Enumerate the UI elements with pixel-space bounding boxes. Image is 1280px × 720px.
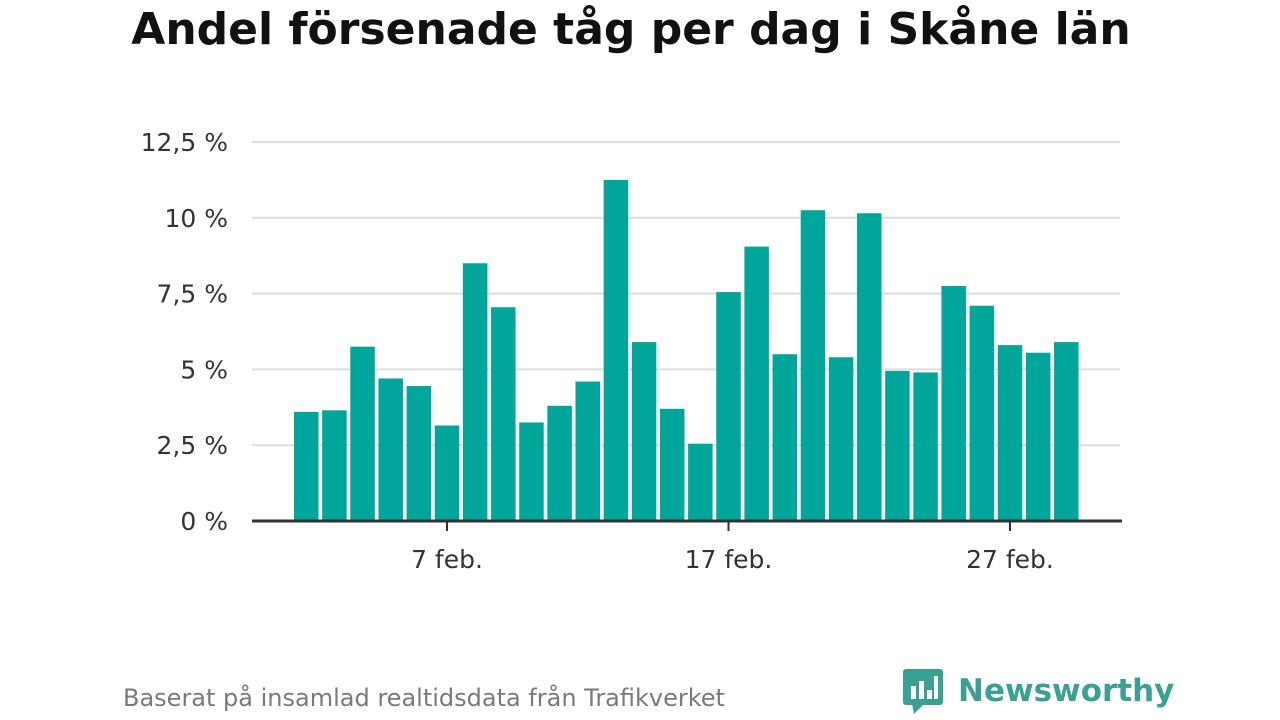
y-tick-label: 2,5 % [157,431,228,460]
bar [772,354,798,521]
bars [294,179,1079,521]
bar [350,346,375,521]
bar [491,307,516,521]
bar [322,410,347,521]
x-tick-label: 7 feb. [411,545,483,574]
bar [716,292,741,521]
bar [406,386,432,521]
bar [434,425,460,521]
chart-title: Andel försenade tåg per dag i Skåne län [131,4,1131,55]
bar [744,246,769,521]
x-tick-label: 17 feb. [685,545,773,574]
bar [913,372,938,521]
bar [800,210,826,521]
bar [997,345,1023,521]
bar [659,408,685,521]
y-tick-label: 12,5 % [141,128,228,157]
bar [631,342,657,521]
bar [828,357,854,521]
bar [885,370,910,521]
bar [603,179,629,521]
bar [1025,352,1051,521]
x-tick-label: 27 feb. [966,545,1054,574]
bar [547,405,572,521]
bar [294,411,319,521]
axes: 0 % 2,5 % 5 % 7,5 % 10 % 12,5 % 7 feb. 17 feb. 2… [141,128,1122,574]
bar [575,381,600,521]
brand-name: Newsworthy [958,673,1175,709]
y-tick-label: 10 % [164,204,228,233]
bar-chart-speech-bubble-icon [903,669,943,714]
source-note: Baserat på insamlad realtidsdata från Tr… [123,684,725,712]
bar [941,286,966,521]
y-tick-label: 7,5 % [157,280,228,309]
bar [462,263,488,521]
y-tick-label: 5 % [180,355,228,384]
bar [1054,342,1079,521]
bar [688,443,713,521]
y-tick-label: 0 % [180,507,228,536]
bar [969,305,995,521]
bar [857,213,882,521]
brand-logo: Newsworthy [902,668,1174,714]
bar [378,378,403,521]
bar [519,422,544,521]
